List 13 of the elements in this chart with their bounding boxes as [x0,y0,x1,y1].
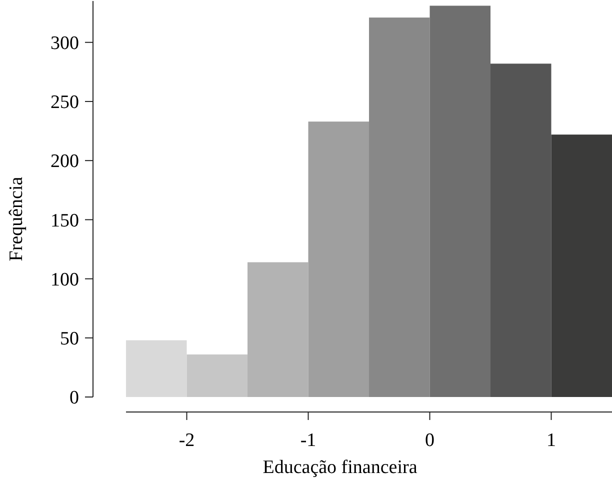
x-tick-label: 0 [425,430,434,451]
y-tick-label: 100 [50,269,79,290]
x-tick-label: -1 [300,430,316,451]
y-tick-label: 50 [60,328,79,350]
y-tick-label: 200 [50,151,79,172]
y-tick-label: 150 [50,210,79,232]
x-axis-title: Educação financeira [262,457,418,478]
y-tick-label: 300 [50,33,79,54]
y-tick-label: 0 [70,388,79,409]
y-tick-label: 250 [50,92,79,114]
y-axis-title: Frequência [6,176,27,262]
x-tick-label: -2 [178,430,195,451]
x-tick-label: 1 [546,430,556,451]
